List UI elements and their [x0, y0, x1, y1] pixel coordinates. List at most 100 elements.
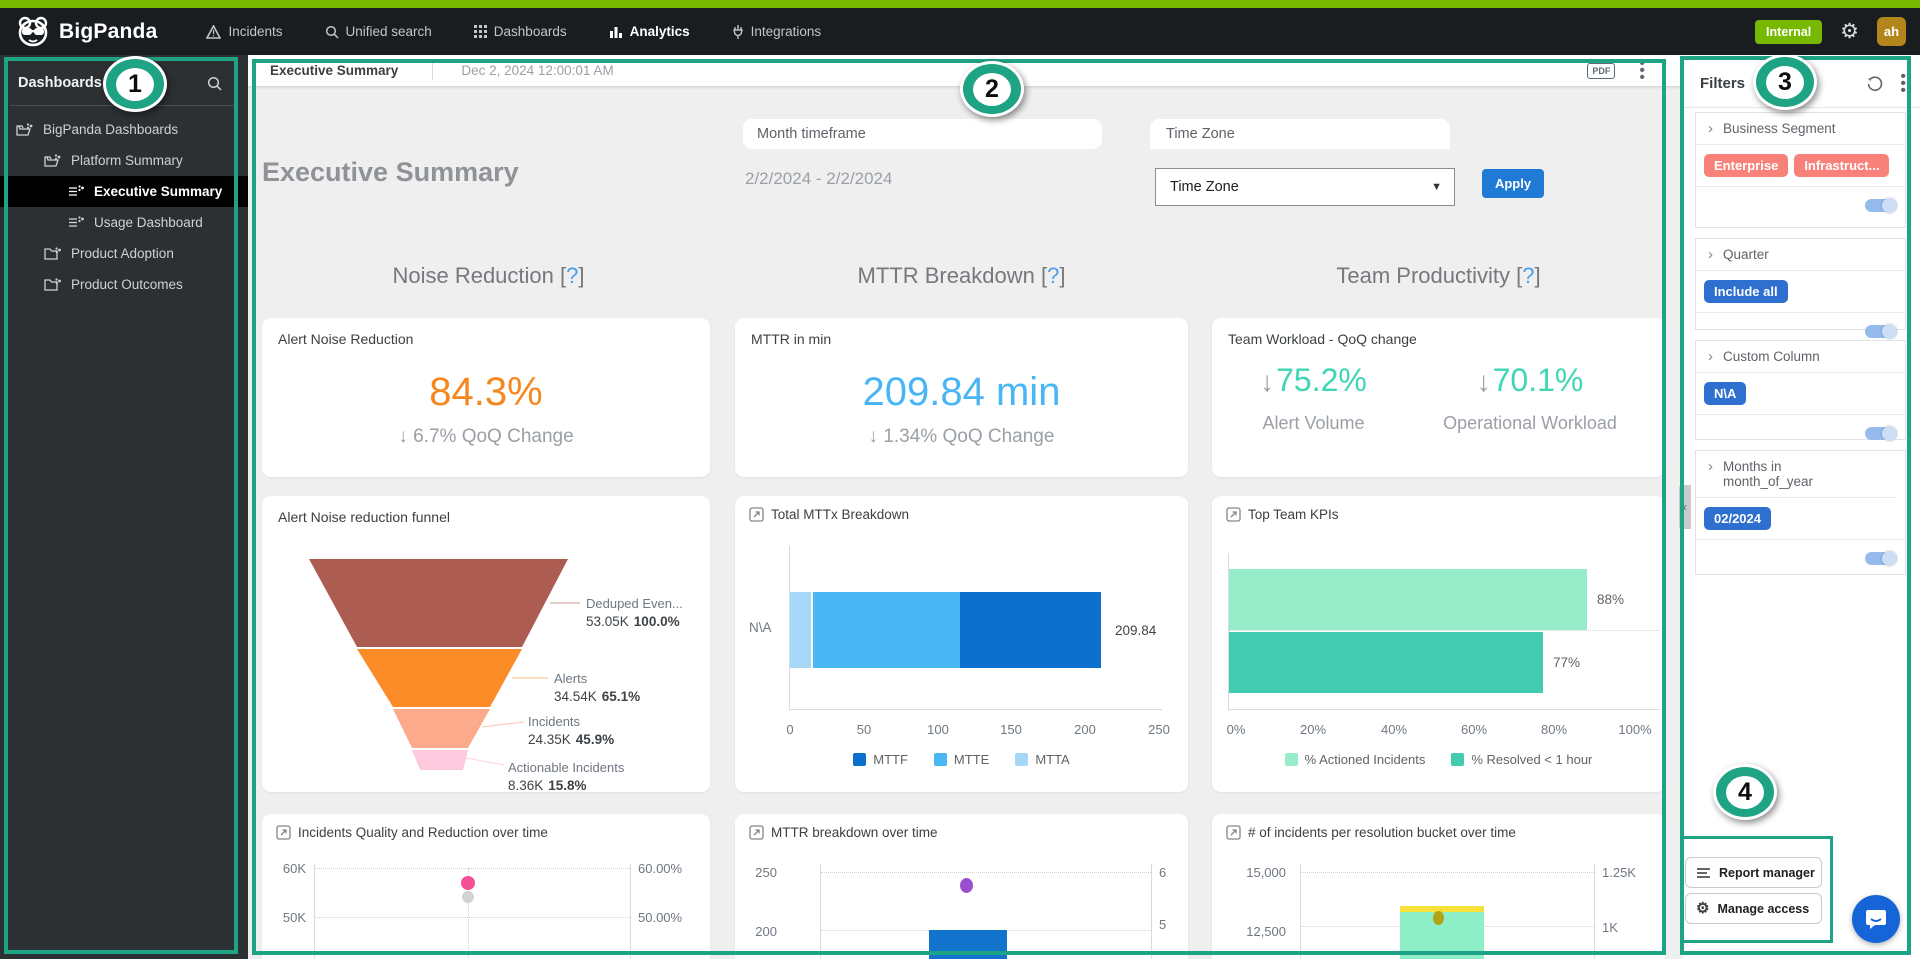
- nav-item-dashboards[interactable]: Dashboards: [474, 24, 567, 39]
- expand-icon[interactable]: [1226, 825, 1241, 840]
- chart-title: Incidents Quality and Reduction over tim…: [298, 825, 548, 840]
- plot-left-border: [1300, 864, 1301, 959]
- bigpanda-analytics-screen: BigPanda Incidents Unified search Dashbo…: [0, 0, 1920, 959]
- filter-toggle[interactable]: [1865, 427, 1897, 440]
- sidebar-item-executive-summary[interactable]: Executive Summary: [0, 176, 248, 207]
- gear-icon: ⚙: [1696, 901, 1709, 916]
- filter-group-quarter: ›Quarter Include all: [1695, 238, 1906, 330]
- filter-group-header[interactable]: ›Months in month_of_year: [1696, 451, 1896, 498]
- timezone-select[interactable]: Time Zone ▼: [1155, 168, 1455, 206]
- filter-chip-month[interactable]: 02/2024: [1704, 507, 1771, 530]
- folder-open-icon: [44, 154, 62, 168]
- chevron-right-icon: ›: [1708, 459, 1713, 474]
- filter-toggle[interactable]: [1865, 325, 1897, 338]
- timeframe-value: 2/2/2024 - 2/2/2024: [745, 169, 892, 189]
- x-tick: 20%: [1300, 722, 1326, 737]
- sidebar-item-product-outcomes[interactable]: Product Outcomes: [0, 269, 248, 300]
- filter-toggle[interactable]: [1865, 199, 1897, 212]
- legend-item-mttf: MTTF: [853, 752, 908, 767]
- tab-kebab-menu-icon[interactable]: •••: [1639, 60, 1645, 82]
- kpi-change: ↓ 1.34% QoQ Change: [735, 426, 1188, 448]
- sidebar-title: Dashboards: [18, 75, 102, 91]
- bar-segment-mttf[interactable]: [960, 592, 1101, 668]
- bar-chart-icon: [609, 25, 623, 38]
- filter-chip-infrastructure[interactable]: Infrastruct...: [1794, 154, 1889, 177]
- reset-filters-icon[interactable]: [1866, 75, 1884, 93]
- y-tick-left: 50K: [272, 910, 306, 925]
- user-avatar[interactable]: ah: [1877, 17, 1906, 46]
- dashboard-tab-title[interactable]: Executive Summary: [270, 63, 398, 78]
- filters-kebab-menu-icon[interactable]: •••: [1900, 73, 1906, 95]
- chart-card-top-team-kpis: Top Team KPIs 88% 77% 0% 20% 40% 60% 80%…: [1212, 496, 1665, 792]
- help-icon[interactable]: ?: [566, 263, 578, 288]
- expand-icon[interactable]: [749, 825, 764, 840]
- svg-text:8.36K15.8%: 8.36K15.8%: [508, 778, 587, 792]
- expand-icon[interactable]: [276, 825, 291, 840]
- legend-item-mtte: MTTE: [934, 752, 989, 767]
- y-tick-right: 60.00%: [638, 861, 682, 876]
- bar-resolved-1-hour[interactable]: [1229, 632, 1543, 693]
- filter-chip-enterprise[interactable]: Enterprise: [1704, 154, 1788, 177]
- filter-group-custom-column: ›Custom Column N\A: [1695, 340, 1906, 440]
- filters-collapse-handle[interactable]: ‹: [1679, 485, 1691, 529]
- y-tick-right: 50.00%: [638, 910, 682, 925]
- nav-item-integrations[interactable]: Integrations: [732, 24, 822, 39]
- data-point-olive[interactable]: [1433, 911, 1444, 925]
- bigpanda-logo[interactable]: BigPanda: [16, 15, 157, 49]
- bar-segment-mtte[interactable]: [813, 592, 960, 668]
- chat-bubble-icon: [1864, 907, 1888, 931]
- sidebar-item-usage-dashboard[interactable]: Usage Dashboard: [0, 207, 248, 238]
- sidebar-item-bigpanda-dashboards[interactable]: BigPanda Dashboards: [0, 114, 248, 145]
- metric-alert-volume: ↓75.2% Alert Volume: [1260, 362, 1367, 434]
- filter-chip-na[interactable]: N\A: [1704, 382, 1746, 405]
- kpi-card-team-workload: Team Workload - QoQ change ↓75.2% Alert …: [1212, 318, 1665, 477]
- filter-group-header[interactable]: ›Business Segment: [1696, 113, 1905, 145]
- filter-chip-include-all[interactable]: Include all: [1704, 280, 1788, 303]
- data-point-gray[interactable]: [462, 891, 474, 903]
- callout-badge-1: 1: [103, 56, 167, 112]
- data-point-purple[interactable]: [960, 878, 973, 893]
- chart-title: Total MTTx Breakdown: [771, 507, 909, 522]
- plot-left-border: [314, 864, 315, 959]
- chevron-right-icon: ›: [1708, 247, 1713, 262]
- expand-icon[interactable]: [749, 507, 764, 522]
- manage-access-button[interactable]: ⚙ Manage access: [1685, 893, 1822, 924]
- stacked-bar[interactable]: [790, 592, 1101, 668]
- bar-segment-mtta[interactable]: [790, 592, 811, 668]
- settings-gear-icon[interactable]: ⚙: [1840, 21, 1859, 42]
- help-icon[interactable]: ?: [1522, 263, 1534, 288]
- callout-badge-2: 2: [960, 61, 1024, 117]
- sidebar-search-icon[interactable]: [207, 76, 222, 91]
- chat-support-button[interactable]: [1852, 895, 1900, 943]
- kpi-value: 209.84 min: [735, 370, 1188, 415]
- month-timeframe-input[interactable]: Month timeframe: [743, 119, 1102, 149]
- folder-closed-icon: [44, 247, 62, 261]
- dashboard-main-area: Executive Summary Dec 2, 2024 12:00:01 A…: [248, 55, 1683, 959]
- bar-actioned-incidents[interactable]: [1229, 569, 1587, 630]
- filter-group-header[interactable]: ›Custom Column: [1696, 341, 1905, 373]
- svg-text:Incidents: Incidents: [528, 714, 581, 729]
- bar-value-label: 88%: [1597, 592, 1624, 607]
- sidebar-item-product-adoption[interactable]: Product Adoption: [0, 238, 248, 269]
- filter-group-header[interactable]: ›Quarter: [1696, 239, 1905, 271]
- report-manager-button[interactable]: Report manager: [1685, 857, 1822, 888]
- chart-title: Top Team KPIs: [1248, 507, 1339, 522]
- chart-legend: MTTF MTTE MTTA: [735, 752, 1188, 767]
- filter-toggle[interactable]: [1865, 552, 1897, 565]
- x-tick: 40%: [1381, 722, 1407, 737]
- export-pdf-button[interactable]: PDF: [1587, 63, 1615, 79]
- nav-item-analytics[interactable]: Analytics: [609, 24, 690, 39]
- expand-icon[interactable]: [1226, 507, 1241, 522]
- sidebar-item-platform-summary[interactable]: Platform Summary: [0, 145, 248, 176]
- x-tick: 60%: [1461, 722, 1487, 737]
- apply-button[interactable]: Apply: [1482, 169, 1544, 198]
- data-point-pink[interactable]: [461, 876, 475, 890]
- y-tick-left: 250: [749, 865, 777, 880]
- bar-value-label: 77%: [1553, 655, 1580, 670]
- bar-mttr[interactable]: [929, 930, 1007, 959]
- funnel-chart[interactable]: Deduped Even... 53.05K100.0% Alerts 34.5…: [262, 496, 710, 792]
- nav-item-unified-search[interactable]: Unified search: [325, 24, 432, 39]
- plot-left-border: [820, 864, 821, 959]
- help-icon[interactable]: ?: [1047, 263, 1059, 288]
- nav-item-incidents[interactable]: Incidents: [206, 24, 282, 39]
